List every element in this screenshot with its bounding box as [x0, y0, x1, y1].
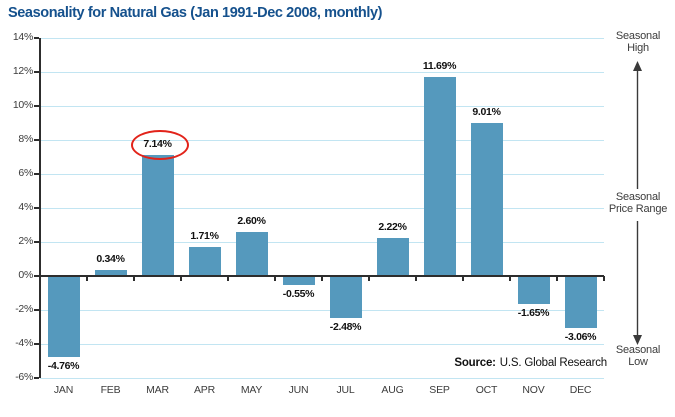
y-axis-tick	[34, 173, 39, 175]
bar-sep	[423, 77, 456, 276]
bar-mar	[141, 154, 174, 276]
x-axis-tick	[603, 276, 605, 281]
seasonal-low-label: Seasonal Low	[615, 344, 661, 368]
gridline	[40, 378, 604, 379]
y-axis-label: 0%	[18, 269, 33, 281]
y-axis-tick	[34, 275, 39, 277]
gridline	[40, 344, 604, 345]
x-axis-tick	[133, 276, 135, 281]
bar-value-label: -2.48%	[329, 321, 362, 334]
x-axis-tick	[180, 276, 182, 281]
x-axis-tick	[462, 276, 464, 281]
x-axis-tick	[321, 276, 323, 281]
bar-value-label: 11.69%	[422, 60, 457, 73]
seasonal-range-arrow-icon	[633, 61, 642, 345]
bar-value-label: 2.22%	[378, 221, 407, 234]
y-axis-tick	[34, 343, 39, 345]
chart-title: Seasonality for Natural Gas (Jan 1991-De…	[8, 5, 383, 21]
bar-aug	[376, 238, 409, 276]
bar-value-label: 2.60%	[237, 214, 266, 227]
bar-apr	[188, 246, 221, 276]
gridline	[40, 242, 604, 243]
x-axis-tick	[274, 276, 276, 281]
gridline	[40, 208, 604, 209]
bar-value-label: -1.65%	[517, 307, 550, 320]
bar-value-label: -0.55%	[282, 288, 315, 301]
y-axis-tick	[34, 241, 39, 243]
y-axis-tick	[34, 105, 39, 107]
y-axis-tick	[34, 139, 39, 141]
x-axis-tick	[39, 276, 41, 281]
x-axis-label: OCT	[475, 384, 498, 396]
x-axis-label: FEB	[100, 384, 121, 396]
y-axis-label: 2%	[18, 235, 33, 247]
bar-value-label: 1.71%	[190, 229, 219, 242]
y-axis-label: 4%	[18, 201, 33, 213]
y-axis-label: -6%	[15, 371, 33, 383]
x-axis-label: MAY	[240, 384, 263, 396]
bar-feb	[94, 270, 127, 276]
x-axis-label: JUL	[336, 384, 355, 396]
gridline	[40, 140, 604, 141]
y-axis-label: -2%	[15, 303, 33, 315]
x-axis-label: JUN	[288, 384, 309, 396]
y-axis-label: 12%	[12, 65, 33, 77]
bar-value-label: -3.06%	[564, 331, 597, 344]
bar-value-label: 9.01%	[472, 105, 501, 118]
seasonal-price-range-label: Seasonal Price Range	[608, 191, 668, 215]
source-label: Source:	[454, 357, 496, 369]
y-axis-tick	[34, 377, 39, 379]
y-axis-label: 10%	[12, 99, 33, 111]
gridline	[40, 72, 604, 73]
x-axis-label: APR	[194, 384, 215, 396]
x-axis-tick	[509, 276, 511, 281]
bar-jun	[282, 276, 315, 286]
x-axis-label: DEC	[569, 384, 592, 396]
y-axis-label: -4%	[15, 337, 33, 349]
y-axis-label: 14%	[12, 31, 33, 43]
bar-jul	[329, 276, 362, 319]
y-axis-label: 8%	[18, 133, 33, 145]
x-axis-label: AUG	[381, 384, 404, 396]
y-axis-tick	[34, 207, 39, 209]
x-axis-tick	[415, 276, 417, 281]
gridline	[40, 174, 604, 175]
x-axis-tick	[556, 276, 558, 281]
x-axis-tick	[227, 276, 229, 281]
y-axis-tick	[34, 71, 39, 73]
gridline	[40, 310, 604, 311]
bar-nov	[517, 276, 550, 305]
bar-value-label: -4.76%	[47, 359, 80, 372]
highlight-ellipse	[130, 129, 189, 160]
y-axis-tick	[34, 37, 39, 39]
x-axis-label: JAN	[53, 384, 74, 396]
bar-oct	[470, 122, 503, 276]
y-axis-label: 6%	[18, 167, 33, 179]
bar-may	[235, 231, 268, 276]
y-axis-line	[39, 38, 41, 378]
x-axis-label: MAR	[146, 384, 169, 396]
source-text: U.S. Global Research	[499, 357, 607, 369]
x-axis-label: NOV	[522, 384, 545, 396]
bar-value-label: 0.34%	[96, 253, 125, 266]
x-axis-label: SEP	[429, 384, 450, 396]
x-axis-tick	[86, 276, 88, 281]
bar-jan	[47, 276, 80, 357]
gridline	[40, 106, 604, 107]
x-axis-tick	[368, 276, 370, 281]
source-note: Source: U.S. Global Research	[454, 357, 607, 369]
y-axis-tick	[34, 309, 39, 311]
bar-dec	[564, 276, 597, 329]
seasonal-high-label: Seasonal High	[615, 30, 661, 54]
gridline	[40, 38, 604, 39]
